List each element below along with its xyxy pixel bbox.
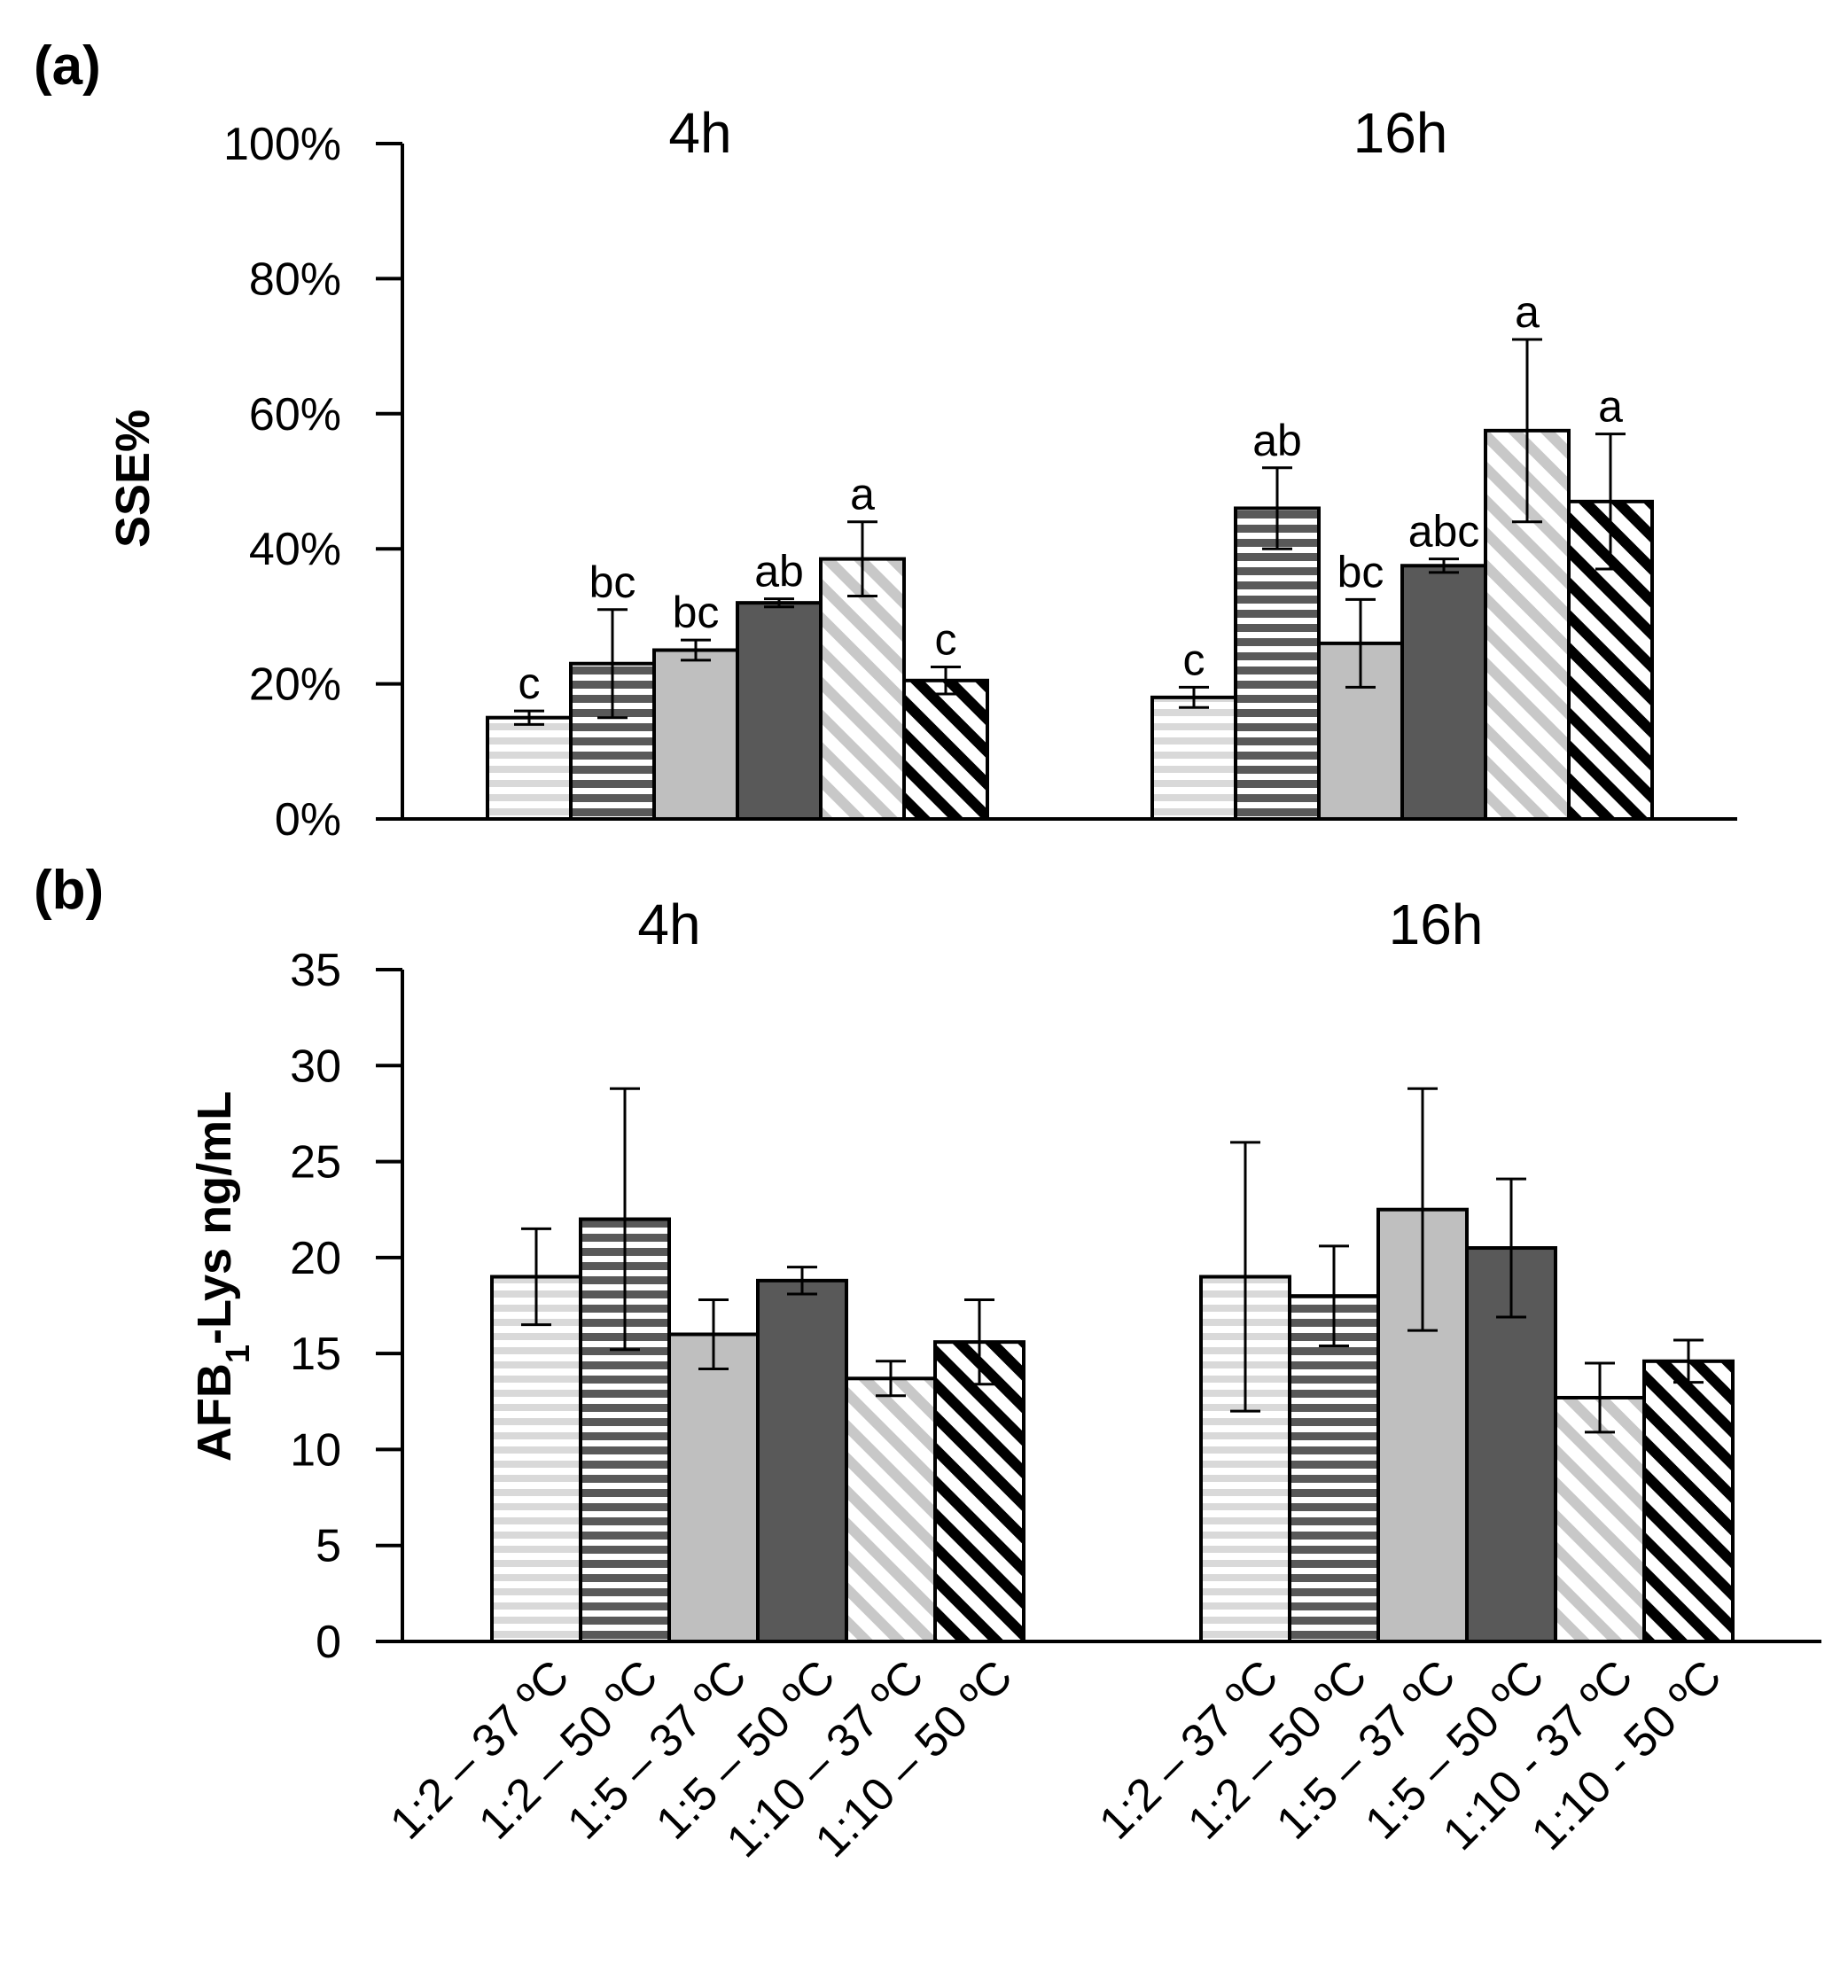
- panel-a-label: (a): [34, 35, 101, 97]
- a-y-tick-label: 100%: [223, 119, 341, 170]
- b-y-tick-label: 35: [290, 945, 341, 996]
- b-y-tick-label: 15: [290, 1329, 341, 1380]
- a-y-tick-label: 40%: [249, 524, 341, 575]
- panel-b-y-axis-label: AFB1-Lys ng/mL: [188, 1091, 257, 1462]
- a-significance-letter: bc: [1337, 547, 1384, 596]
- b-bar: [667, 1332, 760, 1643]
- a-bar: [1400, 564, 1487, 821]
- b-y-tick-label: 5: [316, 1521, 341, 1572]
- panel-b: (b) AFB1-Lys ng/mL 4h 16h 0 5 10 15 20 25 30 35…: [34, 860, 1821, 1867]
- panel-b-y-ticks: 0 5 10 15 20 25 30 35: [290, 945, 402, 1668]
- panel-b-label: (b): [34, 860, 104, 921]
- a-significance-letter: ab: [1252, 416, 1302, 465]
- panel-a-error-bars: [514, 338, 1626, 726]
- b-bar: [933, 1340, 1025, 1643]
- a-bar: [819, 557, 906, 821]
- panel-b-group-title-16h: 16h: [1389, 893, 1484, 956]
- panel-b-y-axis-label-main: AFB: [188, 1363, 241, 1462]
- a-significance-letter: c: [1183, 635, 1205, 684]
- panel-b-y-axis-label-sub: 1: [220, 1345, 257, 1363]
- a-bar: [486, 715, 573, 822]
- a-bar: [736, 601, 823, 821]
- a-bar: [902, 678, 989, 821]
- panel-a: (a) SSE% 4h 16h 0%20%40%60%80%100% cbcbc…: [34, 35, 1737, 846]
- b-y-tick-label: 10: [290, 1424, 341, 1476]
- a-y-tick-label: 80%: [249, 253, 341, 305]
- a-y-tick-label: 20%: [249, 659, 341, 711]
- a-bar: [1150, 695, 1237, 822]
- panel-b-error-bars: [521, 1087, 1704, 1434]
- panel-a-group-title-16h: 16h: [1353, 101, 1448, 165]
- panel-b-bars: [490, 1207, 1735, 1644]
- panel-a-bars: [486, 428, 1654, 822]
- b-y-tick-label: 30: [290, 1041, 341, 1092]
- b-bar: [1642, 1359, 1735, 1643]
- b-bar: [490, 1275, 582, 1643]
- a-significance-letter: a: [1515, 287, 1540, 337]
- a-significance-letter: a: [1598, 382, 1623, 432]
- a-significance-letter: bc: [673, 588, 720, 637]
- b-y-tick-label: 20: [290, 1233, 341, 1284]
- b-bar: [845, 1376, 937, 1643]
- b-y-tick-label: 0: [316, 1617, 341, 1668]
- a-significance-letter: a: [850, 470, 875, 519]
- panel-b-x-category-labels: 1:2 – 37 ºC1:2 – 50 ºC1:5 – 37 ºC1:5 – 5…: [380, 1650, 1731, 1867]
- a-bar: [1234, 506, 1321, 821]
- panel-b-group-title-4h: 4h: [637, 893, 700, 956]
- b-y-tick-label: 25: [290, 1137, 341, 1189]
- b-bar: [756, 1278, 848, 1643]
- a-significance-letter: c: [935, 615, 957, 665]
- b-bar: [1288, 1294, 1380, 1643]
- panel-a-y-axis-label: SSE%: [106, 409, 160, 548]
- a-significance-letter: ab: [754, 547, 804, 596]
- a-y-tick-label: 0%: [275, 794, 341, 846]
- a-significance-letter: c: [519, 659, 541, 708]
- a-bar: [652, 648, 739, 821]
- a-significance-letter: abc: [1408, 507, 1480, 557]
- b-bar: [1554, 1395, 1646, 1644]
- a-y-tick-label: 60%: [249, 389, 341, 440]
- a-significance-letter: bc: [589, 557, 636, 607]
- panel-a-group-title-4h: 4h: [668, 101, 731, 165]
- panel-a-y-ticks: 0% 20% 40% 60% 80% 100%: [223, 119, 402, 846]
- panel-b-y-axis-label-rest: -Lys ng/mL: [188, 1091, 241, 1345]
